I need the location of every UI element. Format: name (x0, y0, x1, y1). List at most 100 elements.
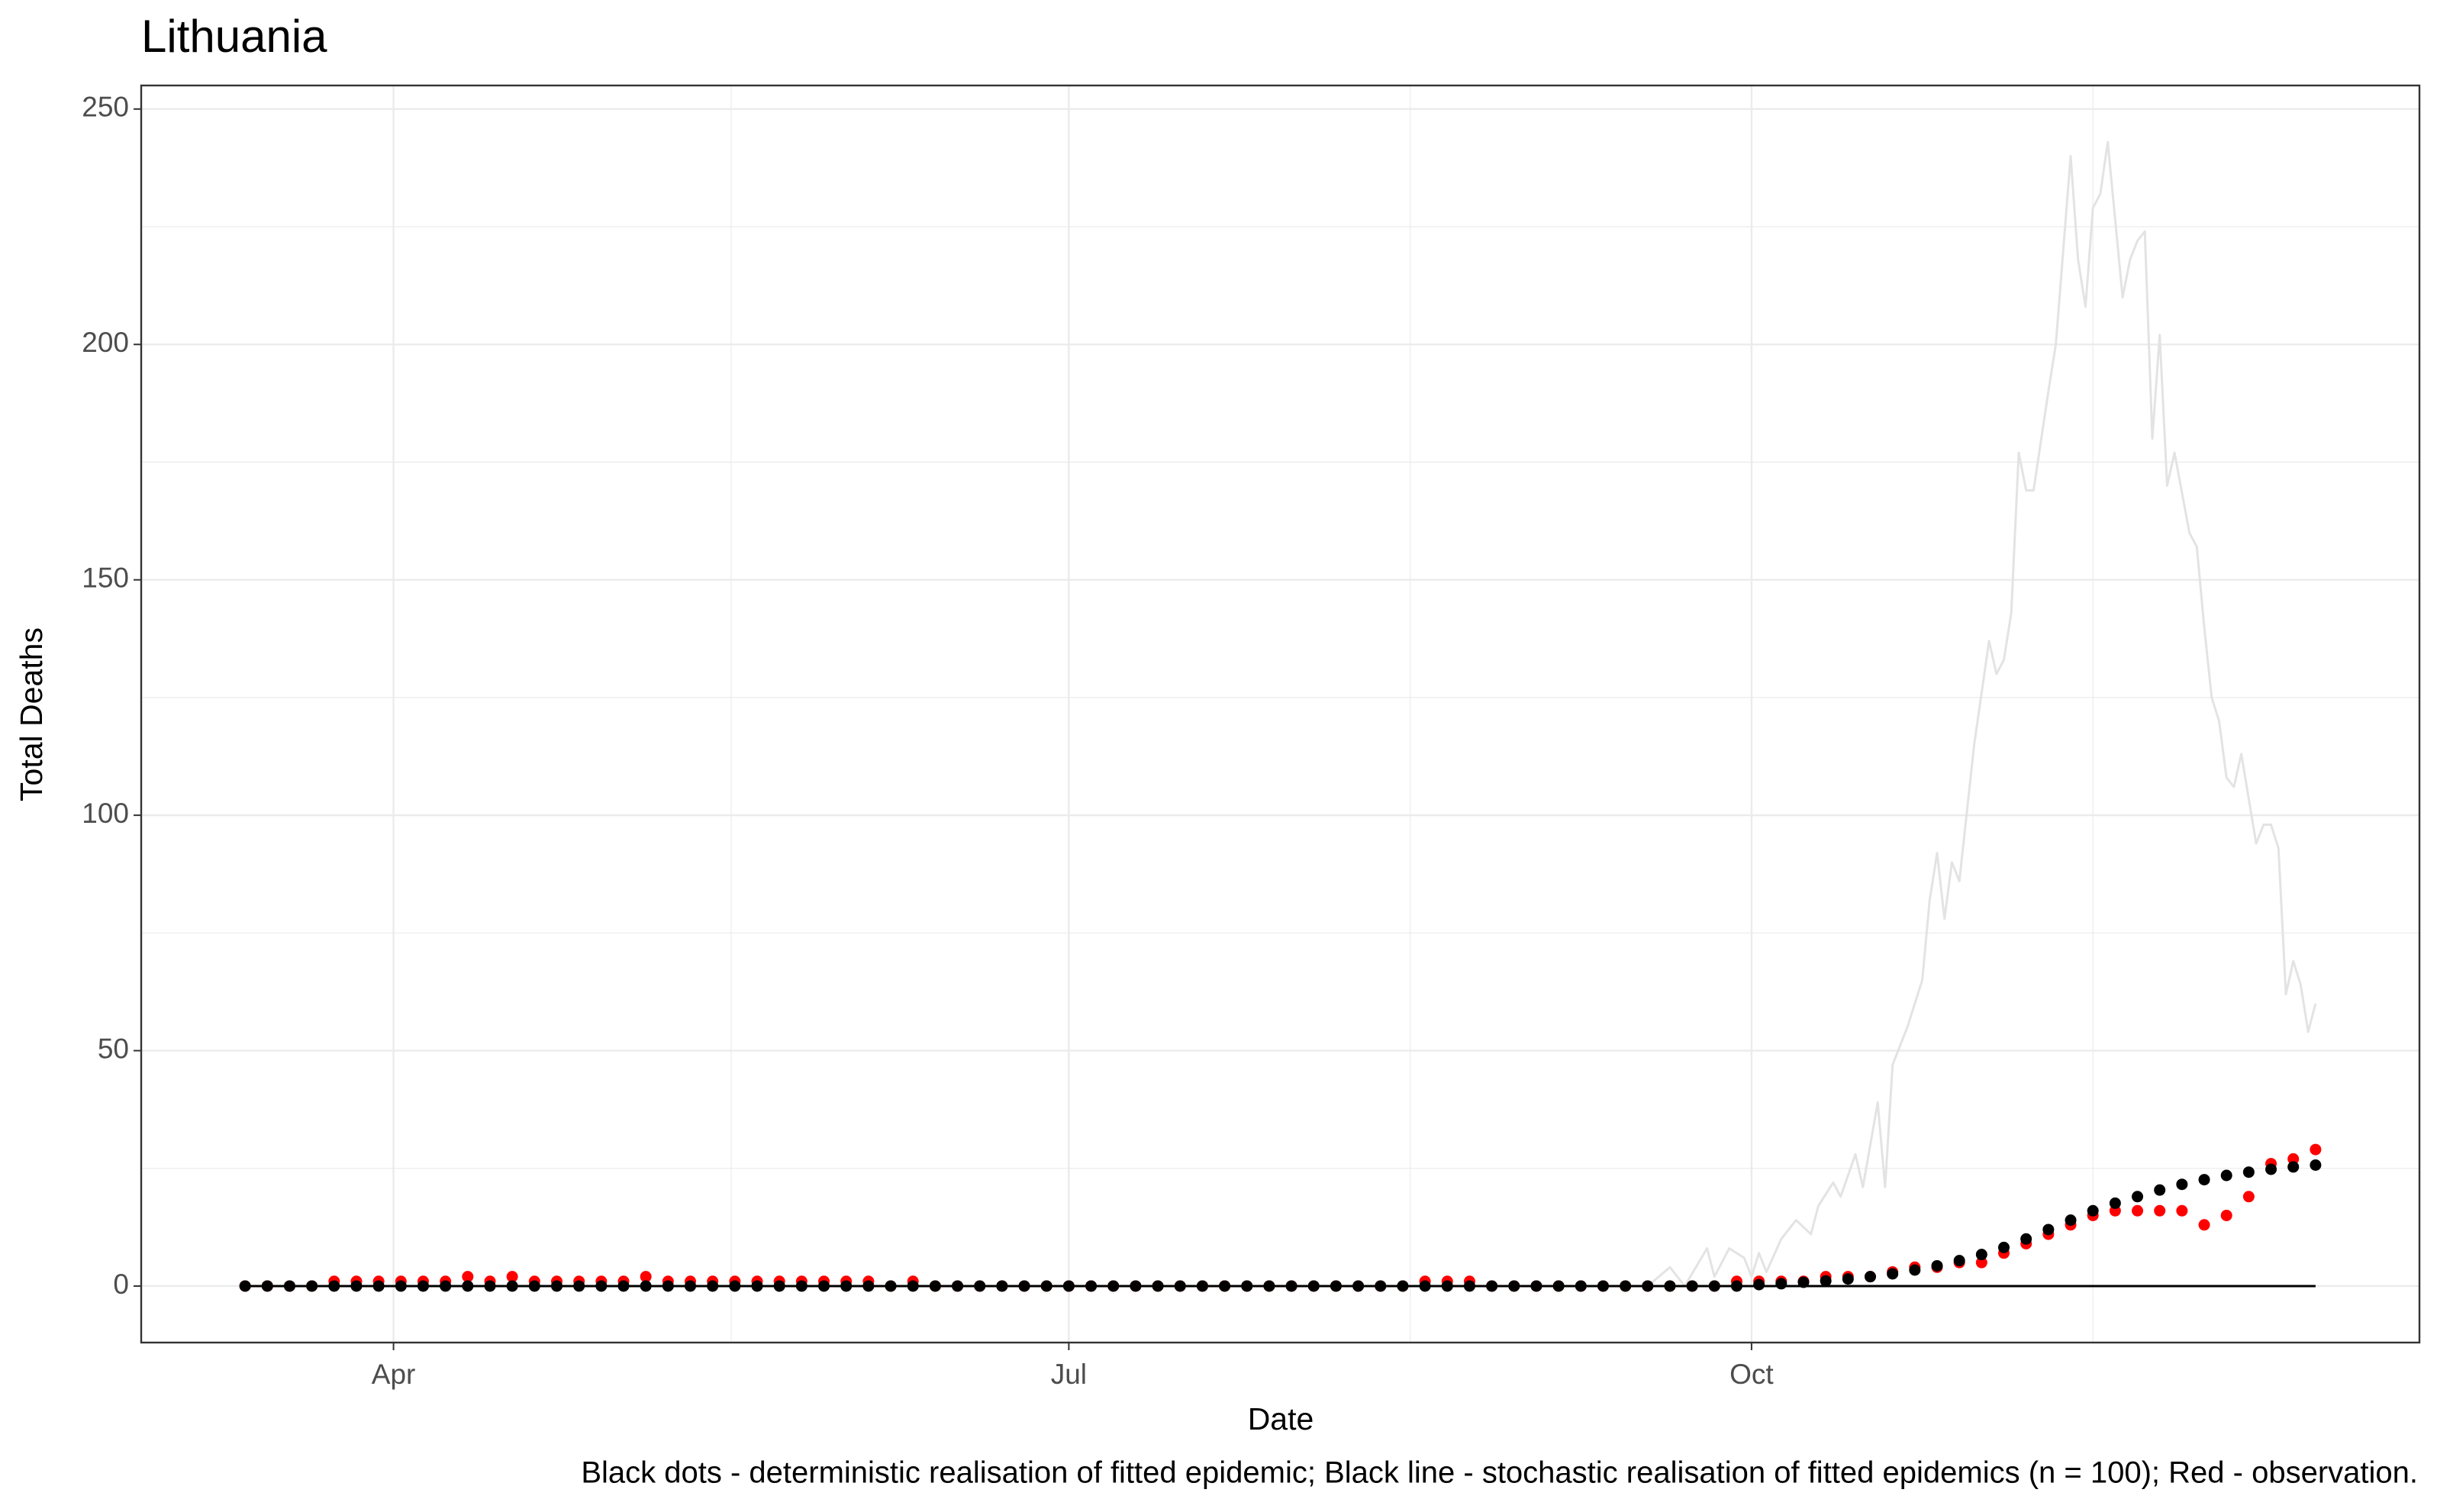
data-point (506, 1280, 518, 1292)
data-point (974, 1280, 986, 1292)
data-point (1797, 1276, 1810, 1288)
data-point (1730, 1280, 1742, 1292)
data-point (484, 1280, 496, 1292)
data-point (261, 1280, 273, 1292)
data-point (2287, 1161, 2300, 1173)
data-point (1419, 1280, 1431, 1292)
data-point (751, 1280, 763, 1292)
x-tick-label: Oct (1729, 1359, 1774, 1390)
data-point (2176, 1178, 2188, 1191)
data-point (1597, 1280, 1609, 1292)
plot-area: 0 50 100 150 200 250 Apr Jul Oct (82, 84, 2421, 1390)
data-point (1241, 1280, 1253, 1292)
y-tick-label: 50 (98, 1033, 129, 1064)
data-point (773, 1280, 785, 1292)
data-point (2220, 1209, 2232, 1221)
data-point (2198, 1219, 2210, 1231)
data-point (1909, 1264, 1921, 1276)
data-point (1441, 1280, 1453, 1292)
data-point (929, 1280, 941, 1292)
data-point (440, 1280, 452, 1292)
data-point (1820, 1275, 1832, 1287)
data-point (1552, 1280, 1565, 1292)
data-point (1664, 1280, 1676, 1292)
data-point (1463, 1280, 1475, 1292)
data-point (2176, 1204, 2188, 1217)
data-point (885, 1280, 897, 1292)
data-point (462, 1271, 474, 1283)
data-point (506, 1271, 518, 1283)
data-point (1285, 1280, 1297, 1292)
panel-border (140, 84, 2421, 1344)
data-point (617, 1280, 630, 1292)
data-point (595, 1280, 608, 1292)
data-point (2154, 1204, 2166, 1217)
data-point (840, 1280, 853, 1292)
data-point (550, 1280, 563, 1292)
data-point (1040, 1280, 1052, 1292)
data-point (1508, 1280, 1520, 1292)
data-point (1062, 1280, 1075, 1292)
data-point (2242, 1166, 2255, 1178)
data-point (372, 1280, 385, 1292)
data-point (328, 1280, 340, 1292)
data-point (2020, 1233, 2032, 1245)
data-point (528, 1280, 540, 1292)
data-point (1486, 1280, 1498, 1292)
data-point (1085, 1280, 1098, 1292)
data-point (662, 1280, 674, 1292)
data-point (1152, 1280, 1164, 1292)
data-point (283, 1280, 295, 1292)
data-point (462, 1280, 474, 1292)
data-point (640, 1280, 652, 1292)
data-point (1263, 1280, 1275, 1292)
data-point (1642, 1280, 1654, 1292)
data-point (395, 1280, 407, 1292)
data-point (1352, 1280, 1365, 1292)
data-point (952, 1280, 964, 1292)
data-point (2132, 1204, 2144, 1217)
data-point (2154, 1184, 2166, 1196)
y-tick-label: 250 (82, 92, 129, 123)
data-point (2265, 1163, 2277, 1175)
data-point (818, 1280, 830, 1292)
data-point (2220, 1169, 2232, 1182)
data-point (1375, 1280, 1387, 1292)
data-point (2242, 1191, 2255, 1203)
data-point (2287, 1153, 2300, 1165)
data-point (640, 1271, 652, 1283)
data-point (239, 1280, 251, 1292)
data-point (2065, 1214, 2077, 1227)
x-axis-title: Date (1248, 1401, 1314, 1436)
data-point (1330, 1280, 1342, 1292)
data-point (2310, 1143, 2322, 1156)
data-point (685, 1280, 697, 1292)
data-point (795, 1280, 807, 1292)
data-point (1107, 1280, 1120, 1292)
y-tick-label: 0 (113, 1269, 129, 1300)
data-point (2310, 1159, 2322, 1171)
data-point (1753, 1278, 1765, 1291)
data-point (2132, 1191, 2144, 1203)
data-point (1530, 1280, 1542, 1292)
data-point (417, 1280, 429, 1292)
data-point (2087, 1204, 2099, 1217)
data-point (1931, 1259, 1943, 1272)
data-point (1953, 1255, 1965, 1267)
series-line (245, 140, 2317, 1288)
data-point (707, 1280, 719, 1292)
data-point (1174, 1280, 1186, 1292)
data-point (2109, 1197, 2121, 1209)
data-point (1842, 1273, 1854, 1285)
data-point (1708, 1280, 1720, 1292)
data-point (306, 1280, 318, 1292)
data-point (1998, 1241, 2010, 1253)
data-point (2198, 1174, 2210, 1186)
y-tick-label: 200 (82, 327, 129, 358)
data-point (862, 1280, 875, 1292)
data-point (1307, 1280, 1320, 1292)
data-point (729, 1280, 741, 1292)
y-tick-label: 100 (82, 798, 129, 829)
